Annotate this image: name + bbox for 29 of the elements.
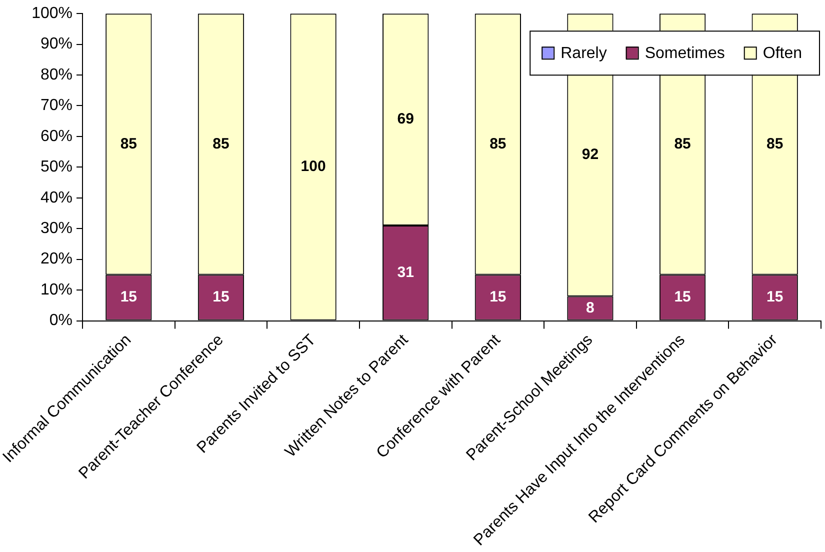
data-label: 15 <box>212 288 230 306</box>
data-label: 85 <box>212 135 230 152</box>
data-label: 31 <box>397 264 414 282</box>
data-label: 85 <box>766 135 784 152</box>
y-tick-label: 0% <box>49 312 73 330</box>
y-tick-label: 30% <box>40 220 73 238</box>
data-label: 15 <box>674 288 691 306</box>
y-tick-label: 70% <box>40 97 73 114</box>
data-label: 15 <box>490 288 506 306</box>
data-label: 85 <box>490 135 506 152</box>
data-label: 85 <box>674 135 691 152</box>
legend-label: Rarely <box>560 45 607 62</box>
y-tick-label: 10% <box>40 281 73 298</box>
data-label: 100 <box>300 158 326 176</box>
y-tick-label: 100% <box>32 5 73 22</box>
data-label: 85 <box>120 135 138 152</box>
legend-label: Sometimes <box>644 45 725 62</box>
y-tick-label: 80% <box>40 66 73 84</box>
y-tick-label: 60% <box>40 128 73 145</box>
data-label: 15 <box>766 288 784 306</box>
data-label: 92 <box>582 146 599 164</box>
data-label: 69 <box>397 110 414 128</box>
data-label: 15 <box>120 288 138 306</box>
y-tick-label: 90% <box>40 36 73 53</box>
data-label: 8 <box>586 299 594 316</box>
y-tick-label: 20% <box>40 250 73 268</box>
legend-label: Often <box>762 45 802 62</box>
y-tick-label: 40% <box>40 189 73 206</box>
y-tick-label: 50% <box>40 158 73 176</box>
